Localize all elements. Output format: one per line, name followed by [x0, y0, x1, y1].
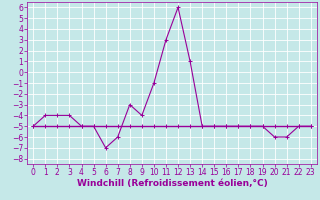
X-axis label: Windchill (Refroidissement éolien,°C): Windchill (Refroidissement éolien,°C) — [76, 179, 268, 188]
